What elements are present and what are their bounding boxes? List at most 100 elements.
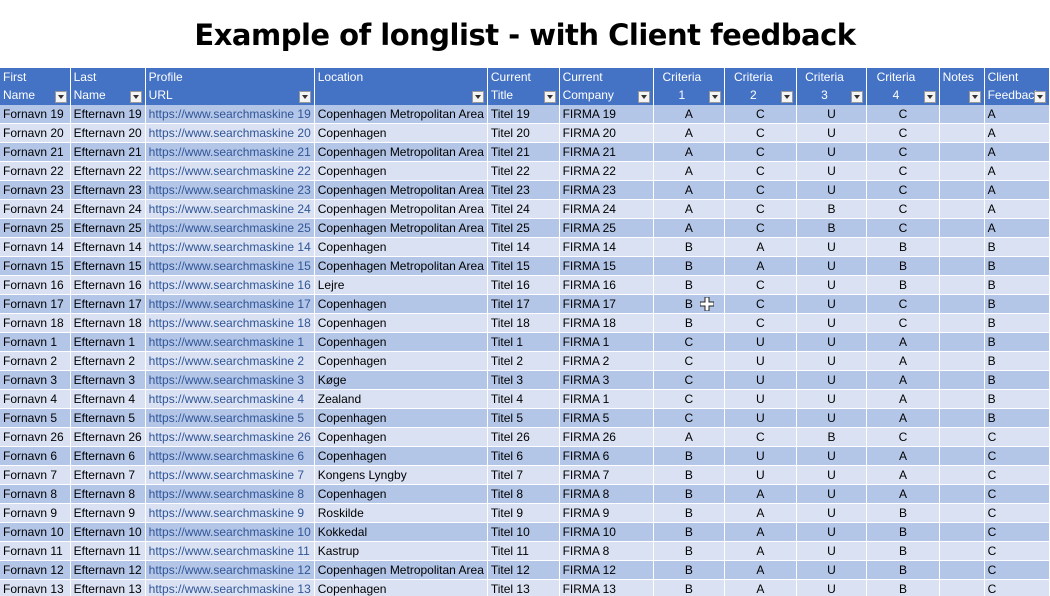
table-cell[interactable]: FIRMA 20: [559, 123, 654, 143]
table-cell[interactable]: https://www.searchmaskine 14: [145, 237, 315, 257]
table-cell[interactable]: [939, 180, 985, 200]
table-cell[interactable]: https://www.searchmaskine 4: [145, 389, 315, 409]
table-cell[interactable]: Copenhagen Metropolitan Area: [314, 256, 488, 276]
table-cell[interactable]: Efternavn 5: [70, 408, 146, 428]
table-cell[interactable]: Fornavn 22: [0, 161, 71, 181]
table-cell[interactable]: Efternavn 18: [70, 313, 146, 333]
filter-dropdown-icon[interactable]: [298, 91, 311, 103]
table-cell[interactable]: U: [796, 105, 868, 124]
table-cell[interactable]: [939, 484, 985, 504]
table-cell[interactable]: Titel 12: [487, 560, 560, 580]
table-cell[interactable]: https://www.searchmaskine 13: [145, 579, 315, 596]
filter-dropdown-icon[interactable]: [637, 91, 650, 103]
table-cell[interactable]: U: [724, 408, 797, 428]
table-cell[interactable]: U: [724, 370, 797, 390]
table-cell[interactable]: https://www.searchmaskine 20: [145, 123, 315, 143]
filter-dropdown-icon[interactable]: [923, 91, 936, 103]
table-cell[interactable]: C: [866, 123, 940, 143]
table-cell[interactable]: A: [724, 503, 797, 523]
table-cell[interactable]: FIRMA 22: [559, 161, 654, 181]
table-cell[interactable]: https://www.searchmaskine 21: [145, 142, 315, 162]
table-cell[interactable]: Fornavn 26: [0, 427, 71, 447]
column-header-5[interactable]: Current Title: [487, 68, 560, 105]
table-cell[interactable]: B: [866, 541, 940, 561]
table-cell[interactable]: FIRMA 26: [559, 427, 654, 447]
table-cell[interactable]: U: [796, 332, 868, 352]
table-cell[interactable]: U: [796, 389, 868, 409]
table-cell[interactable]: Fornavn 18: [0, 313, 71, 333]
table-cell[interactable]: Titel 26: [487, 427, 560, 447]
table-cell[interactable]: A: [653, 199, 726, 219]
table-cell[interactable]: Efternavn 13: [70, 579, 146, 596]
table-cell[interactable]: FIRMA 8: [559, 484, 654, 504]
table-cell[interactable]: C: [653, 332, 726, 352]
column-header-3[interactable]: Profile URL: [145, 68, 315, 105]
table-cell[interactable]: B: [796, 218, 868, 238]
table-cell[interactable]: FIRMA 25: [559, 218, 654, 238]
table-cell[interactable]: C: [724, 218, 797, 238]
table-cell[interactable]: A: [984, 180, 1050, 200]
table-cell[interactable]: A: [724, 484, 797, 504]
table-cell[interactable]: A: [653, 123, 726, 143]
table-cell[interactable]: https://www.searchmaskine 16: [145, 275, 315, 295]
table-cell[interactable]: U: [796, 579, 868, 596]
filter-dropdown-icon[interactable]: [780, 91, 793, 103]
table-cell[interactable]: U: [796, 503, 868, 523]
table-cell[interactable]: Copenhagen: [314, 351, 488, 371]
table-cell[interactable]: Titel 7: [487, 465, 560, 485]
table-cell[interactable]: Fornavn 21: [0, 142, 71, 162]
filter-dropdown-icon[interactable]: [543, 91, 556, 103]
table-cell[interactable]: [939, 332, 985, 352]
table-cell[interactable]: Titel 20: [487, 123, 560, 143]
table-cell[interactable]: https://www.searchmaskine 9: [145, 503, 315, 523]
table-cell[interactable]: Efternavn 22: [70, 161, 146, 181]
table-cell[interactable]: A: [984, 218, 1050, 238]
table-cell[interactable]: Fornavn 1: [0, 332, 71, 352]
table-cell[interactable]: FIRMA 24: [559, 199, 654, 219]
table-cell[interactable]: U: [796, 275, 868, 295]
table-cell[interactable]: Titel 21: [487, 142, 560, 162]
table-cell[interactable]: A: [984, 199, 1050, 219]
table-cell[interactable]: C: [724, 161, 797, 181]
table-cell[interactable]: Fornavn 14: [0, 237, 71, 257]
table-cell[interactable]: FIRMA 1: [559, 389, 654, 409]
table-cell[interactable]: B: [653, 560, 726, 580]
table-cell[interactable]: Efternavn 24: [70, 199, 146, 219]
table-cell[interactable]: Efternavn 25: [70, 218, 146, 238]
table-cell[interactable]: Titel 18: [487, 313, 560, 333]
filter-dropdown-icon[interactable]: [54, 91, 67, 103]
table-cell[interactable]: Efternavn 1: [70, 332, 146, 352]
table-cell[interactable]: [939, 294, 985, 314]
table-cell[interactable]: Titel 14: [487, 237, 560, 257]
table-cell[interactable]: B: [984, 256, 1050, 276]
table-cell[interactable]: U: [796, 256, 868, 276]
table-cell[interactable]: Efternavn 7: [70, 465, 146, 485]
table-cell[interactable]: FIRMA 18: [559, 313, 654, 333]
table-cell[interactable]: [939, 218, 985, 238]
table-cell[interactable]: U: [724, 389, 797, 409]
table-cell[interactable]: Titel 11: [487, 541, 560, 561]
table-cell[interactable]: Titel 6: [487, 446, 560, 466]
table-cell[interactable]: FIRMA 12: [559, 560, 654, 580]
table-cell[interactable]: A: [984, 105, 1050, 124]
table-cell[interactable]: Titel 4: [487, 389, 560, 409]
table-cell[interactable]: https://www.searchmaskine 11: [145, 541, 315, 561]
table-cell[interactable]: Titel 9: [487, 503, 560, 523]
table-cell[interactable]: Copenhagen Metropolitan Area: [314, 560, 488, 580]
table-cell[interactable]: A: [724, 256, 797, 276]
filter-dropdown-icon[interactable]: [129, 91, 142, 103]
table-cell[interactable]: C: [724, 199, 797, 219]
table-cell[interactable]: U: [724, 465, 797, 485]
column-header-6[interactable]: Current Company: [559, 68, 654, 105]
table-cell[interactable]: Efternavn 26: [70, 427, 146, 447]
table-cell[interactable]: Copenhagen: [314, 294, 488, 314]
table-cell[interactable]: B: [796, 199, 868, 219]
table-cell[interactable]: B: [866, 256, 940, 276]
table-cell[interactable]: A: [866, 465, 940, 485]
table-cell[interactable]: Fornavn 24: [0, 199, 71, 219]
table-cell[interactable]: A: [866, 332, 940, 352]
table-cell[interactable]: C: [724, 123, 797, 143]
table-cell[interactable]: Fornavn 9: [0, 503, 71, 523]
table-cell[interactable]: Copenhagen: [314, 123, 488, 143]
table-cell[interactable]: [939, 199, 985, 219]
